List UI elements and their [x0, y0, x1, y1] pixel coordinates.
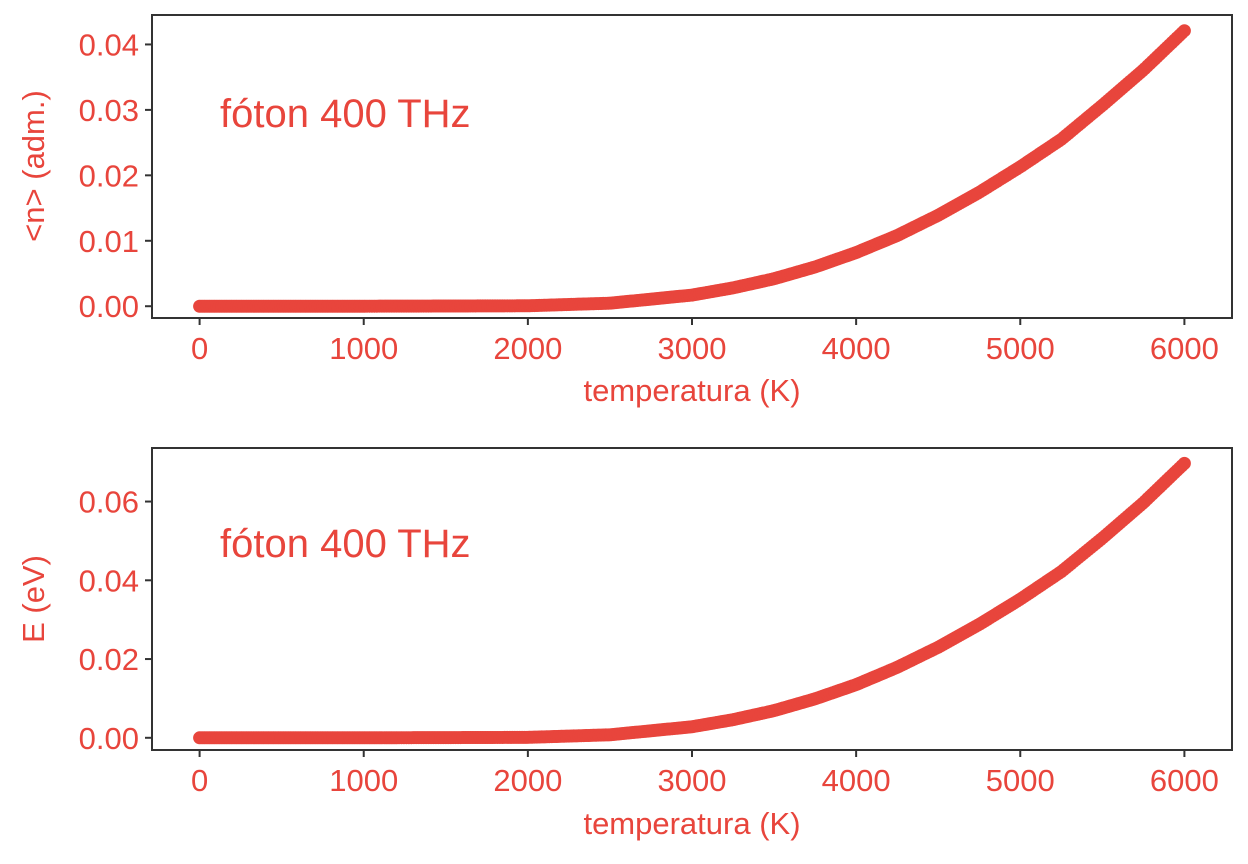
y-axis-title: E (eV) — [16, 555, 51, 643]
x-axis-title: temperatura (K) — [583, 373, 800, 408]
x-tick-label: 6000 — [1150, 331, 1219, 366]
y-tick-label: 0.06 — [79, 485, 139, 520]
y-tick-label: 0.00 — [79, 289, 139, 324]
y-axis-title: <n> (adm.) — [16, 90, 51, 242]
x-tick-label: 2000 — [493, 763, 562, 798]
y-tick-label: 0.01 — [79, 224, 139, 259]
chart-panel-mean-occupation: 0 1000 2000 3000 4000 5000 6000 0.000.010.020.… — [16, 14, 1233, 408]
data-curve — [193, 24, 1191, 313]
x-axis-ticks: 0 1000 2000 3000 4000 5000 6000 — [191, 750, 1219, 798]
x-axis-ticks: 0 1000 2000 3000 4000 5000 6000 — [191, 318, 1219, 366]
chart-annotation: fóton 400 THz — [220, 522, 471, 566]
y-axis-ticks: 0.00 0.01 0.02 0.03 0.04 — [79, 27, 152, 324]
x-tick-label: 0 — [191, 763, 208, 798]
y-tick-label: 0.00 — [79, 721, 139, 756]
data-curve — [193, 456, 1191, 745]
x-tick-label: 1000 — [329, 331, 398, 366]
x-tick-label: 4000 — [822, 331, 891, 366]
y-tick-label: 0.04 — [79, 563, 139, 598]
x-tick-label: 0 — [191, 331, 208, 366]
x-tick-label: 3000 — [658, 331, 727, 366]
x-tick-label: 5000 — [986, 331, 1055, 366]
x-axis-title: temperatura (K) — [583, 806, 800, 841]
y-axis-ticks: 0.00 0.02 0.04 0.06 — [79, 485, 152, 756]
x-tick-label: 4000 — [822, 763, 891, 798]
x-tick-label: 6000 — [1150, 763, 1219, 798]
y-tick-label: 0.04 — [79, 27, 139, 62]
y-tick-label: 0.02 — [79, 158, 139, 193]
x-tick-label: 1000 — [329, 763, 398, 798]
y-tick-label: 0.03 — [79, 93, 139, 128]
data-point — [1177, 24, 1191, 38]
x-tick-label: 5000 — [986, 763, 1055, 798]
chart-annotation: fóton 400 THz — [220, 92, 471, 136]
x-tick-label: 2000 — [493, 331, 562, 366]
y-tick-label: 0.02 — [79, 642, 139, 677]
chart-panel-energy: 0 1000 2000 3000 4000 5000 6000 0.000.020.040.… — [16, 447, 1233, 841]
x-tick-label: 3000 — [658, 763, 727, 798]
data-point — [1177, 456, 1191, 470]
